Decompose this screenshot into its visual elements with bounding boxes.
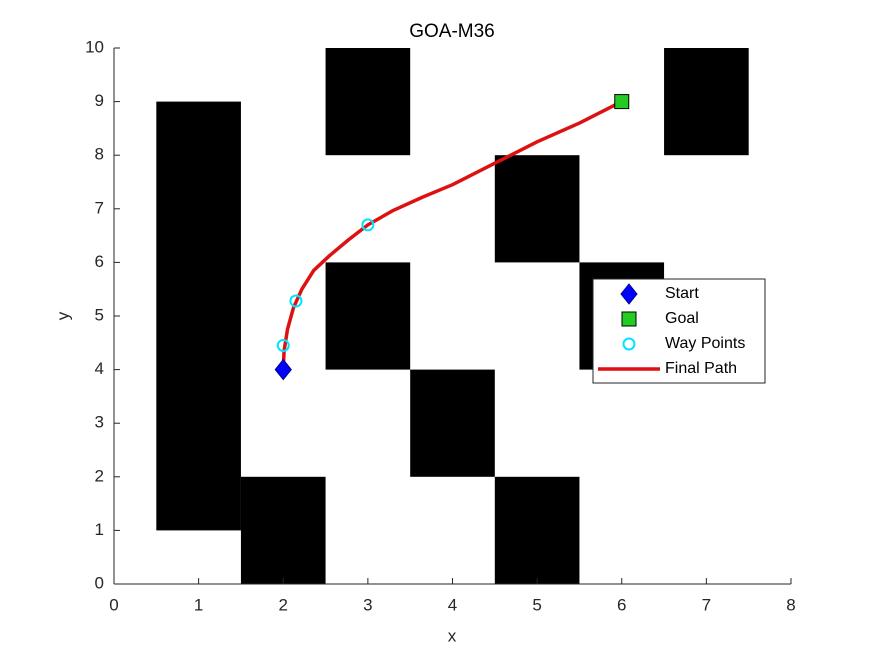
obstacle <box>664 48 749 156</box>
obstacle <box>325 48 411 156</box>
start-marker <box>620 283 638 305</box>
x-axis-label: x <box>448 626 457 645</box>
obstacle <box>156 101 241 531</box>
legend-box <box>592 278 766 384</box>
waypoint-marker <box>622 337 636 351</box>
x-tick-label: 7 <box>702 595 711 614</box>
obstacle <box>494 476 580 584</box>
waypoint-marker <box>276 338 290 352</box>
y-tick-label: 0 <box>95 573 104 592</box>
obstacle <box>410 369 495 477</box>
obstacle <box>240 476 326 584</box>
obstacle <box>325 262 411 370</box>
legend-label: Goal <box>665 310 699 327</box>
chart-title: GOA-M36 <box>409 21 495 42</box>
x-tick-label: 0 <box>109 595 118 614</box>
obstacle <box>494 155 580 263</box>
x-tick-label: 1 <box>194 595 203 614</box>
y-tick-label: 3 <box>95 413 104 432</box>
goal-marker <box>614 94 630 110</box>
x-tick-label: 2 <box>279 595 288 614</box>
y-tick-label: 8 <box>95 145 104 164</box>
goal-marker <box>621 311 637 327</box>
y-tick-label: 9 <box>95 91 104 110</box>
y-tick-label: 1 <box>95 520 104 539</box>
x-tick-label: 3 <box>363 595 372 614</box>
y-tick-label: 2 <box>95 466 104 485</box>
waypoint-marker <box>289 294 303 308</box>
y-axis-label: y <box>53 311 72 320</box>
start-marker <box>274 358 292 381</box>
y-tick-label: 4 <box>95 359 104 378</box>
x-tick-label: 6 <box>617 595 626 614</box>
x-tick-label: 4 <box>448 595 457 614</box>
y-tick-label: 6 <box>95 252 104 271</box>
legend-label: Start <box>665 285 699 302</box>
y-tick-label: 7 <box>95 198 104 217</box>
waypoint-marker <box>361 218 375 232</box>
legend-label: Final Path <box>665 360 737 377</box>
y-tick-label: 5 <box>95 305 104 324</box>
final-path <box>281 100 623 370</box>
x-tick-label: 8 <box>786 595 795 614</box>
x-tick-label: 5 <box>532 595 541 614</box>
y-tick-label: 10 <box>85 37 104 56</box>
legend-label: Way Points <box>665 335 745 352</box>
